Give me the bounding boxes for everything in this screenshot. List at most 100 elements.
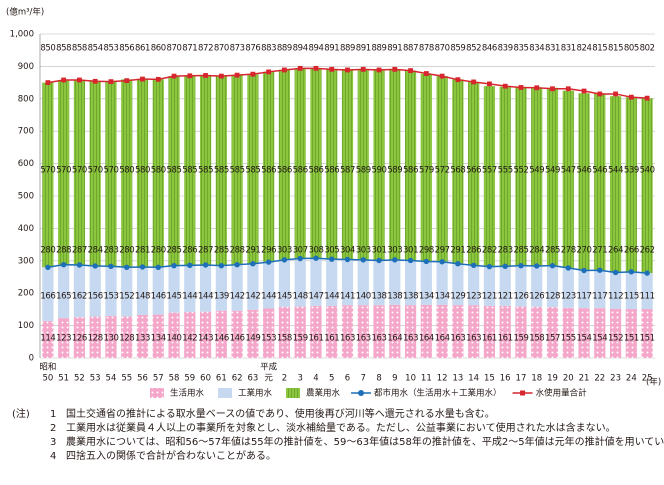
bar [389,69,401,261]
bar [594,308,606,358]
value-label: 164 [419,334,434,344]
bar [136,266,149,315]
x-tick-label: 3 [297,374,302,384]
value-label: 859 [450,44,465,54]
value-label: 853 [103,44,118,54]
value-label: 144 [182,292,197,302]
value-label: 298 [419,246,434,256]
value-label: 291 [245,246,260,256]
value-label: 304 [340,246,355,256]
value-label: 891 [387,44,402,54]
value-label: 540 [640,166,655,176]
value-label: 585 [182,166,197,176]
bar [404,70,417,261]
bar [515,265,527,307]
value-label: 285 [167,246,182,256]
value-label: 147 [308,292,323,302]
value-label: 126 [513,292,528,302]
value-label: 148 [293,292,308,302]
marker [423,258,430,265]
bar [452,305,464,358]
value-label: 271 [592,246,607,256]
value-label: 846 [482,44,497,54]
bar [58,264,70,319]
marker [202,262,209,268]
marker [628,269,635,275]
value-label: 589 [387,166,402,176]
value-label: 164 [435,334,450,344]
bar [58,80,70,265]
note-number: 1 [50,409,56,420]
x-tick-label: 57 [153,374,164,384]
value-label: 129 [450,292,465,302]
marker [628,94,634,100]
x-tick-label: 59 [184,374,195,384]
bar [594,93,606,271]
value-label: 111 [640,292,655,302]
value-label: 552 [513,166,528,176]
marker [281,257,288,263]
marker [124,78,130,84]
y-tick-label: 400 [18,224,34,234]
value-label: 285 [513,246,528,256]
bar [263,71,275,262]
x-tick-label: 21 [579,374,590,384]
marker [60,261,67,268]
value-label: 158 [277,334,292,344]
value-label: 159 [293,334,308,344]
y-tick-label: 700 [18,127,34,137]
marker [360,257,366,263]
value-label: 161 [308,334,323,344]
bar [562,267,574,308]
value-label: 287 [72,246,87,256]
marker [549,262,556,269]
marker [376,67,382,73]
value-label: 123 [561,292,576,302]
marker [581,88,587,94]
value-label: 158 [529,334,544,344]
marker [187,73,193,79]
value-label: 891 [356,44,371,54]
x-tick-label: 54 [106,374,117,384]
marker [392,257,398,263]
legend-item: 水使用量合計 [512,388,587,399]
bar [152,79,164,268]
value-label: 264 [608,246,623,256]
value-label: 301 [372,246,387,256]
value-label: 144 [198,292,213,302]
value-label: 570 [103,166,118,176]
value-label: 143 [198,334,213,344]
marker [265,259,272,265]
bar [625,97,637,272]
marker [344,256,351,263]
y-tick-label: 300 [18,256,34,266]
bar [436,76,448,262]
bar [531,265,543,307]
bar [73,264,86,318]
bar [278,306,291,358]
x-tick-label: 55 [121,374,132,384]
value-label: 549 [545,166,560,176]
bar [609,272,622,309]
value-label: 164 [387,334,402,344]
value-label: 154 [577,334,592,344]
marker [77,77,82,83]
marker [140,76,145,82]
bar [609,96,622,273]
value-label: 802 [640,44,655,54]
bar [278,259,291,307]
bar [136,79,149,267]
marker [234,72,240,78]
bar [121,316,133,358]
x-tick-label: 7 [361,374,366,384]
bar [389,304,401,358]
value-label: 873 [230,44,245,54]
value-label: 153 [103,292,118,302]
bar [168,76,180,266]
value-label: 296 [261,246,276,256]
value-label: 303 [356,246,371,256]
value-label: 815 [608,44,623,54]
marker [455,77,461,83]
value-label: 568 [450,166,465,176]
